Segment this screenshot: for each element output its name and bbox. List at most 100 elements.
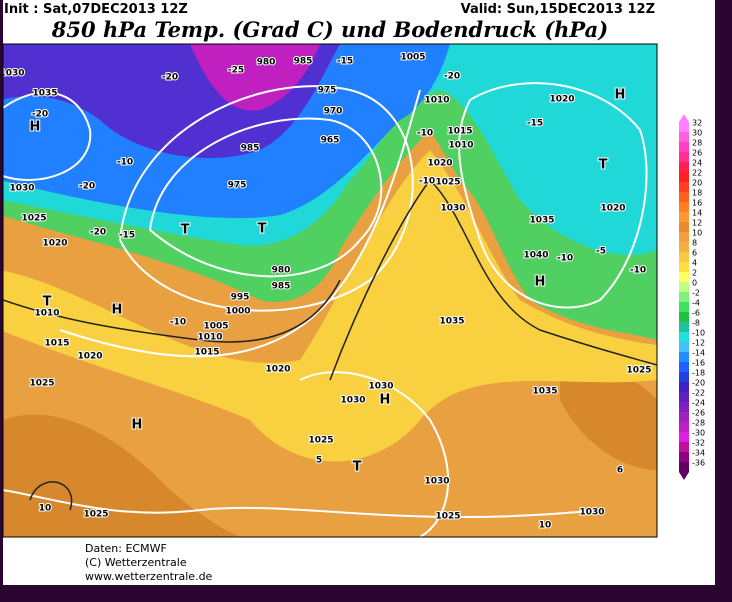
colorbar-label: -24 xyxy=(692,399,705,408)
contour-label: -15 xyxy=(337,57,353,67)
colorbar-swatch xyxy=(679,182,689,192)
contour-label: 1020 xyxy=(42,239,67,249)
contour-label: -15 xyxy=(119,231,135,241)
colorbar-label: -10 xyxy=(692,329,705,338)
colorbar-label: 8 xyxy=(692,239,697,248)
contour-label: 995 xyxy=(231,293,250,303)
pressure-center: H xyxy=(535,275,546,290)
contour-label: 6 xyxy=(617,466,623,476)
colorbar-swatch xyxy=(679,372,689,382)
isobar xyxy=(119,85,414,312)
contour-label: -20 xyxy=(162,73,178,83)
contour-label: 980 xyxy=(272,266,291,276)
contour-label: 1000 xyxy=(225,307,250,317)
pressure-center: H xyxy=(30,120,41,135)
contour-label: -5 xyxy=(596,247,606,257)
contour-label: 1005 xyxy=(400,53,425,63)
isobar xyxy=(299,371,450,537)
colorbar-swatch xyxy=(679,192,689,202)
colorbar-swatch xyxy=(679,282,689,292)
isobar xyxy=(458,82,648,309)
pressure-center: H xyxy=(132,418,143,433)
colorbar-label: 16 xyxy=(692,199,702,208)
contour-label: -10 xyxy=(170,318,186,328)
contour-label: 1030 xyxy=(9,184,34,194)
colorbar-swatch xyxy=(679,152,689,162)
contour-label: 965 xyxy=(321,136,340,146)
contour-label: 1025 xyxy=(21,214,46,224)
contour-label: 970 xyxy=(324,107,343,117)
colorbar-swatch xyxy=(679,212,689,222)
colorbar-label: 2 xyxy=(692,269,697,278)
contour-label: 1015 xyxy=(44,339,69,349)
contour-label: 5 xyxy=(316,456,322,466)
map-frame xyxy=(2,43,658,538)
colorbar-label: -28 xyxy=(692,419,705,428)
contour-label: 1030 xyxy=(424,477,449,487)
contour-label: 10 xyxy=(539,521,552,531)
contour-label: 1020 xyxy=(265,365,290,375)
colorbar-label: 22 xyxy=(692,169,702,178)
colorbar-label: -14 xyxy=(692,349,705,358)
colorbar-swatch xyxy=(679,432,689,442)
pressure-center: H xyxy=(615,88,626,103)
isotherm xyxy=(329,178,657,381)
colorbar-swatch xyxy=(679,142,689,152)
colorbar-label: 24 xyxy=(692,159,702,168)
contour-label: 1030 xyxy=(440,204,465,214)
contour-label: 1025 xyxy=(435,178,460,188)
footer-line: (C) Wetterzentrale xyxy=(85,556,187,569)
contour-label: 1025 xyxy=(435,512,460,522)
contour-label: 1020 xyxy=(600,204,625,214)
pressure-center: H xyxy=(380,393,391,408)
colorbar-swatch xyxy=(679,172,689,182)
colorbar: 32302826242220181614121086420-2-4-6-8-10… xyxy=(679,114,705,480)
colorbar-arrow xyxy=(679,472,689,480)
contour-label: 1025 xyxy=(308,436,333,446)
contour-label: 1025 xyxy=(29,379,54,389)
colorbar-swatch xyxy=(679,362,689,372)
colorbar-label: -30 xyxy=(692,429,705,438)
contour-label: -20 xyxy=(444,72,460,82)
contour-label: 1035 xyxy=(32,89,57,99)
isotherm xyxy=(29,481,73,511)
colorbar-label: 26 xyxy=(692,149,702,158)
colorbar-swatch xyxy=(679,442,689,452)
colorbar-swatch xyxy=(679,322,689,332)
colorbar-label: 32 xyxy=(692,119,702,128)
bottom-border xyxy=(0,585,732,602)
contour-label: 1040 xyxy=(523,251,548,261)
colorbar-swatch xyxy=(679,272,689,282)
contour-label: 1030 xyxy=(579,508,604,518)
colorbar-swatch xyxy=(679,352,689,362)
title: 850 hPa Temp. (Grad C) und Bodendruck (h… xyxy=(51,17,608,42)
contour-label: 1020 xyxy=(77,352,102,362)
footer-line: Daten: ECMWF xyxy=(85,542,167,555)
contour-label: 1035 xyxy=(532,387,557,397)
colorbar-label: -34 xyxy=(692,449,705,458)
colorbar-label: 20 xyxy=(692,179,702,188)
warm-zone xyxy=(560,360,657,470)
contour-label: 1025 xyxy=(83,510,108,520)
pressure-center: T xyxy=(43,295,52,310)
colorbar-label: 30 xyxy=(692,129,702,138)
colorbar-label: -26 xyxy=(692,409,705,418)
pressure-center: T xyxy=(258,222,267,237)
contour-label: 1030 xyxy=(340,396,365,406)
isobar xyxy=(3,489,601,518)
colorbar-arrow xyxy=(679,114,689,122)
colorbar-swatch xyxy=(679,262,689,272)
colorbar-swatch xyxy=(679,122,689,132)
contour-label: 985 xyxy=(294,57,313,67)
colorbar-swatch xyxy=(679,312,689,322)
colorbar-swatch xyxy=(679,202,689,212)
colorbar-swatch xyxy=(679,412,689,422)
colorbar-label: -12 xyxy=(692,339,705,348)
colorbar-swatch xyxy=(679,332,689,342)
colorbar-label: 4 xyxy=(692,259,697,268)
contour-label: 1010 xyxy=(424,96,449,106)
colorbar-swatch xyxy=(679,382,689,392)
colorbar-swatch xyxy=(679,342,689,352)
